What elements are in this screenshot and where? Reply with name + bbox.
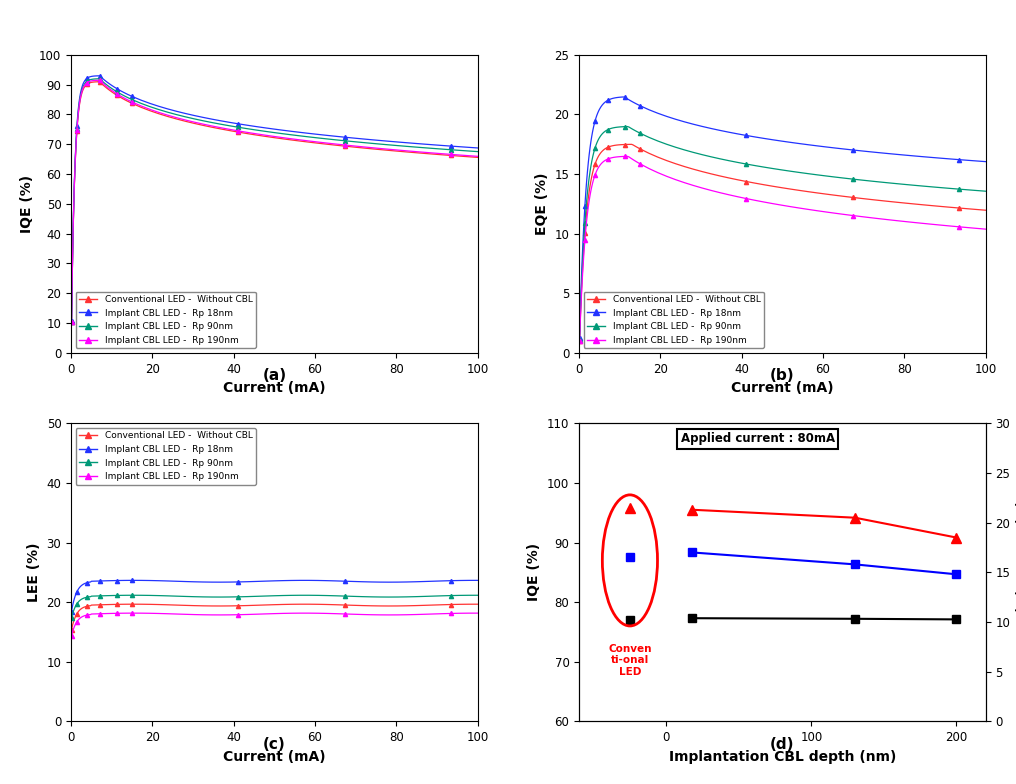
Y-axis label: EQE (%): EQE (%) (535, 172, 549, 235)
Y-axis label: IQE (%): IQE (%) (19, 175, 34, 233)
Text: Conven
ti-onal
LED: Conven ti-onal LED (609, 644, 651, 677)
Y-axis label: IQE (%): IQE (%) (527, 543, 542, 601)
Text: (c): (c) (263, 737, 285, 752)
Text: (d): (d) (770, 737, 795, 752)
Legend: Conventional LED -  Without CBL, Implant CBL LED -  Rp 18nm, Implant CBL LED -  : Conventional LED - Without CBL, Implant … (75, 292, 256, 348)
Legend: Conventional LED -  Without CBL, Implant CBL LED -  Rp 18nm, Implant CBL LED -  : Conventional LED - Without CBL, Implant … (75, 428, 256, 485)
Legend: Conventional LED -  Without CBL, Implant CBL LED -  Rp 18nm, Implant CBL LED -  : Conventional LED - Without CBL, Implant … (583, 292, 764, 348)
Text: Applied current : 80mA: Applied current : 80mA (681, 432, 835, 445)
X-axis label: Current (mA): Current (mA) (223, 381, 326, 395)
X-axis label: Implantation CBL depth (nm): Implantation CBL depth (nm) (669, 750, 896, 764)
Text: (a): (a) (262, 368, 287, 383)
Y-axis label: LEE (%): LEE (%) (27, 543, 41, 602)
X-axis label: Current (mA): Current (mA) (223, 750, 326, 764)
Text: (b): (b) (770, 368, 795, 383)
X-axis label: Current (mA): Current (mA) (731, 381, 834, 395)
